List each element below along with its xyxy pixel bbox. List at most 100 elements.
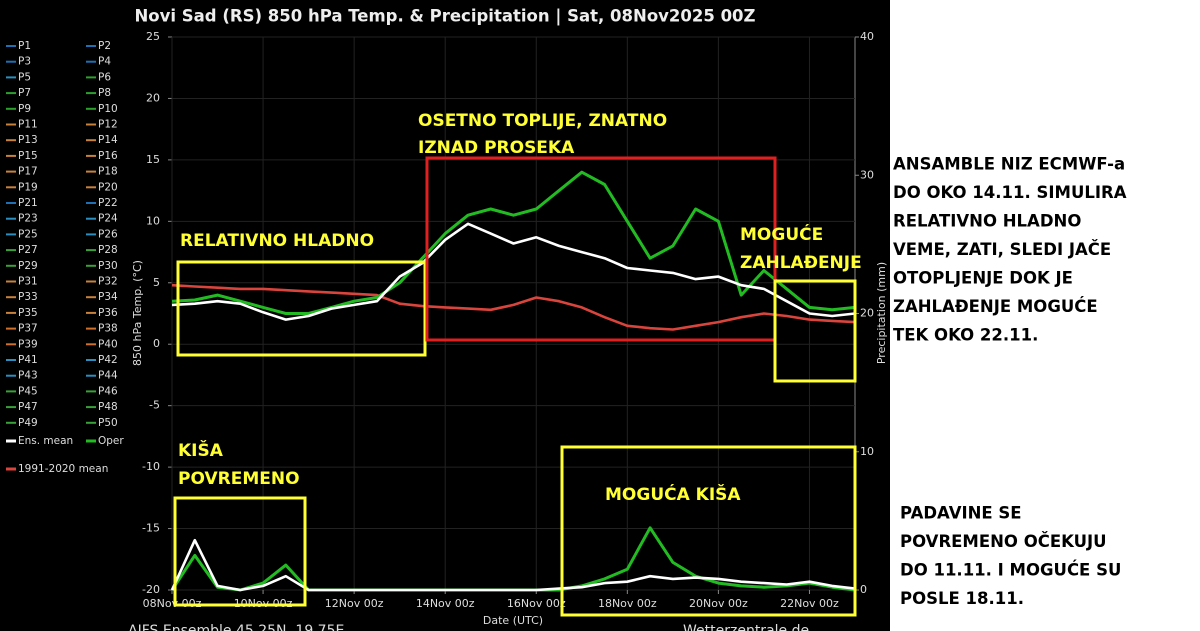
- x-axis-label: Date (UTC): [483, 614, 543, 627]
- legend-label: P32: [98, 276, 118, 288]
- y-tick-label: 5: [153, 276, 160, 289]
- annotation: MOGUĆE: [740, 223, 823, 245]
- annotation: POVREMENO: [178, 469, 300, 489]
- side-note: TEK OKO 22.11.: [893, 326, 1038, 345]
- legend-label: P21: [18, 197, 38, 209]
- annotation: KIŠA: [178, 439, 224, 461]
- legend-label: P29: [18, 260, 38, 272]
- side-note: DO OKO 14.11. SIMULIRA: [893, 183, 1127, 202]
- y-tick-label: -10: [142, 460, 160, 473]
- side-note: DO 11.11. I MOGUĆE SU: [900, 561, 1121, 580]
- legend-label: P42: [98, 354, 118, 366]
- series-line: [170, 538, 856, 592]
- y-tick-label: 20: [146, 91, 160, 104]
- y-tick-label: 10: [146, 214, 160, 227]
- y-axis-label: 850 hPa Temp. (°C): [131, 260, 144, 366]
- legend-label: P12: [98, 119, 118, 131]
- annotation: RELATIVNO HLADNO: [180, 231, 374, 251]
- legend-label: P36: [98, 307, 118, 319]
- series-line: [171, 222, 856, 321]
- legend-label: P47: [18, 401, 38, 413]
- series-line: [171, 170, 856, 315]
- legend-label: P18: [98, 166, 118, 178]
- y-tick-label: 0: [153, 337, 160, 350]
- side-note: PADAVINE SE: [900, 504, 1022, 523]
- legend-label: Oper: [98, 435, 124, 447]
- legend-label: P17: [18, 166, 38, 178]
- legend-label: P9: [18, 103, 31, 115]
- legend-label: P11: [18, 119, 38, 131]
- y-tick-label: -15: [142, 522, 160, 535]
- legend-label: P45: [18, 385, 38, 397]
- y-tick-label: 15: [146, 153, 160, 166]
- legend-label: P3: [18, 56, 31, 68]
- y-tick-label: 25: [146, 30, 160, 43]
- legend-label: P13: [18, 134, 38, 146]
- y-tick-label: -5: [149, 399, 160, 412]
- y2-tick-label: 20: [860, 307, 874, 320]
- legend-label: P15: [18, 150, 38, 162]
- side-note: POSLE 18.11.: [900, 589, 1024, 608]
- legend-label: P2: [98, 40, 111, 52]
- legend-label: P34: [98, 291, 118, 303]
- legend-label: P46: [98, 385, 118, 397]
- annotation: OSETNO TOPLIJE, ZNATNO: [418, 111, 667, 131]
- legend-label: P10: [98, 103, 118, 115]
- annotation: IZNAD PROSEKA: [418, 138, 575, 158]
- x-tick-label: 14Nov 00z: [416, 597, 475, 610]
- side-note: VEME, ZATI, SLEDI JAČE: [893, 240, 1111, 259]
- legend-label: P7: [18, 87, 31, 99]
- legend-label: P16: [98, 150, 118, 162]
- legend-label: P1: [18, 40, 31, 52]
- x-tick-label: 16Nov 00z: [507, 597, 566, 610]
- legend-label: P39: [18, 338, 38, 350]
- y2-tick-label: 0: [860, 583, 867, 596]
- legend-label: P14: [98, 134, 118, 146]
- legend-label: P5: [18, 71, 31, 83]
- legend-label: P41: [18, 354, 38, 366]
- chart-title: Novi Sad (RS) 850 hPa Temp. & Precipitat…: [134, 7, 755, 27]
- legend-label: P44: [98, 370, 118, 382]
- legend-label: P19: [18, 181, 38, 193]
- x-tick-label: 20Nov 00z: [689, 597, 748, 610]
- legend-label: P31: [18, 276, 38, 288]
- legend-label: P4: [98, 56, 111, 68]
- legend-label: P50: [98, 417, 118, 429]
- x-tick-label: 12Nov 00z: [325, 597, 384, 610]
- side-note: ZAHLAĐENJE MOGUĆE: [893, 297, 1098, 316]
- y-tick-label: -20: [142, 583, 160, 596]
- annotation: ZAHLAĐENJE: [740, 253, 862, 273]
- annotation: MOGUĆA KIŠA: [605, 483, 741, 505]
- legend-label: P24: [98, 213, 118, 225]
- legend-label: P25: [18, 228, 38, 240]
- legend-label: P8: [98, 87, 111, 99]
- legend-label: P40: [98, 338, 118, 350]
- footer-left: AIFS Ensemble 45.25N, 19.75E: [128, 623, 344, 631]
- legend-label: P30: [98, 260, 118, 272]
- side-note: RELATIVNO HLADNO: [893, 212, 1081, 231]
- legend-label: P27: [18, 244, 38, 256]
- legend-label: P6: [98, 71, 111, 83]
- legend-label: 1991-2020 mean: [18, 463, 108, 475]
- side-notes: ANSAMBLE NIZ ECMWF-a DO OKO 14.11. SIMULI…: [893, 155, 1127, 609]
- x-tick-label: 18Nov 00z: [598, 597, 657, 610]
- x-tick-label: 08Nov 00z: [143, 597, 202, 610]
- annotation-box: [425, 156, 777, 342]
- legend-label: P22: [98, 197, 118, 209]
- y2-axis-label: Precipitation (mm): [875, 262, 888, 364]
- y2-tick-label: 40: [860, 30, 874, 43]
- y2-tick-label: 30: [860, 168, 874, 181]
- y2-tick-label: 10: [860, 445, 874, 458]
- legend-label: P23: [18, 213, 38, 225]
- legend-label: P38: [98, 323, 118, 335]
- annotations: RELATIVNO HLADNO OSETNO TOPLIJE, ZNATNO …: [173, 111, 862, 617]
- legend-label: P43: [18, 370, 38, 382]
- legend-label: P37: [18, 323, 38, 335]
- side-note: POVREMENO OČEKUJU: [900, 532, 1107, 551]
- legend-label: P20: [98, 181, 118, 193]
- legend-label: P28: [98, 244, 118, 256]
- legend-label: Ens. mean: [18, 435, 73, 447]
- series-line: [171, 283, 856, 331]
